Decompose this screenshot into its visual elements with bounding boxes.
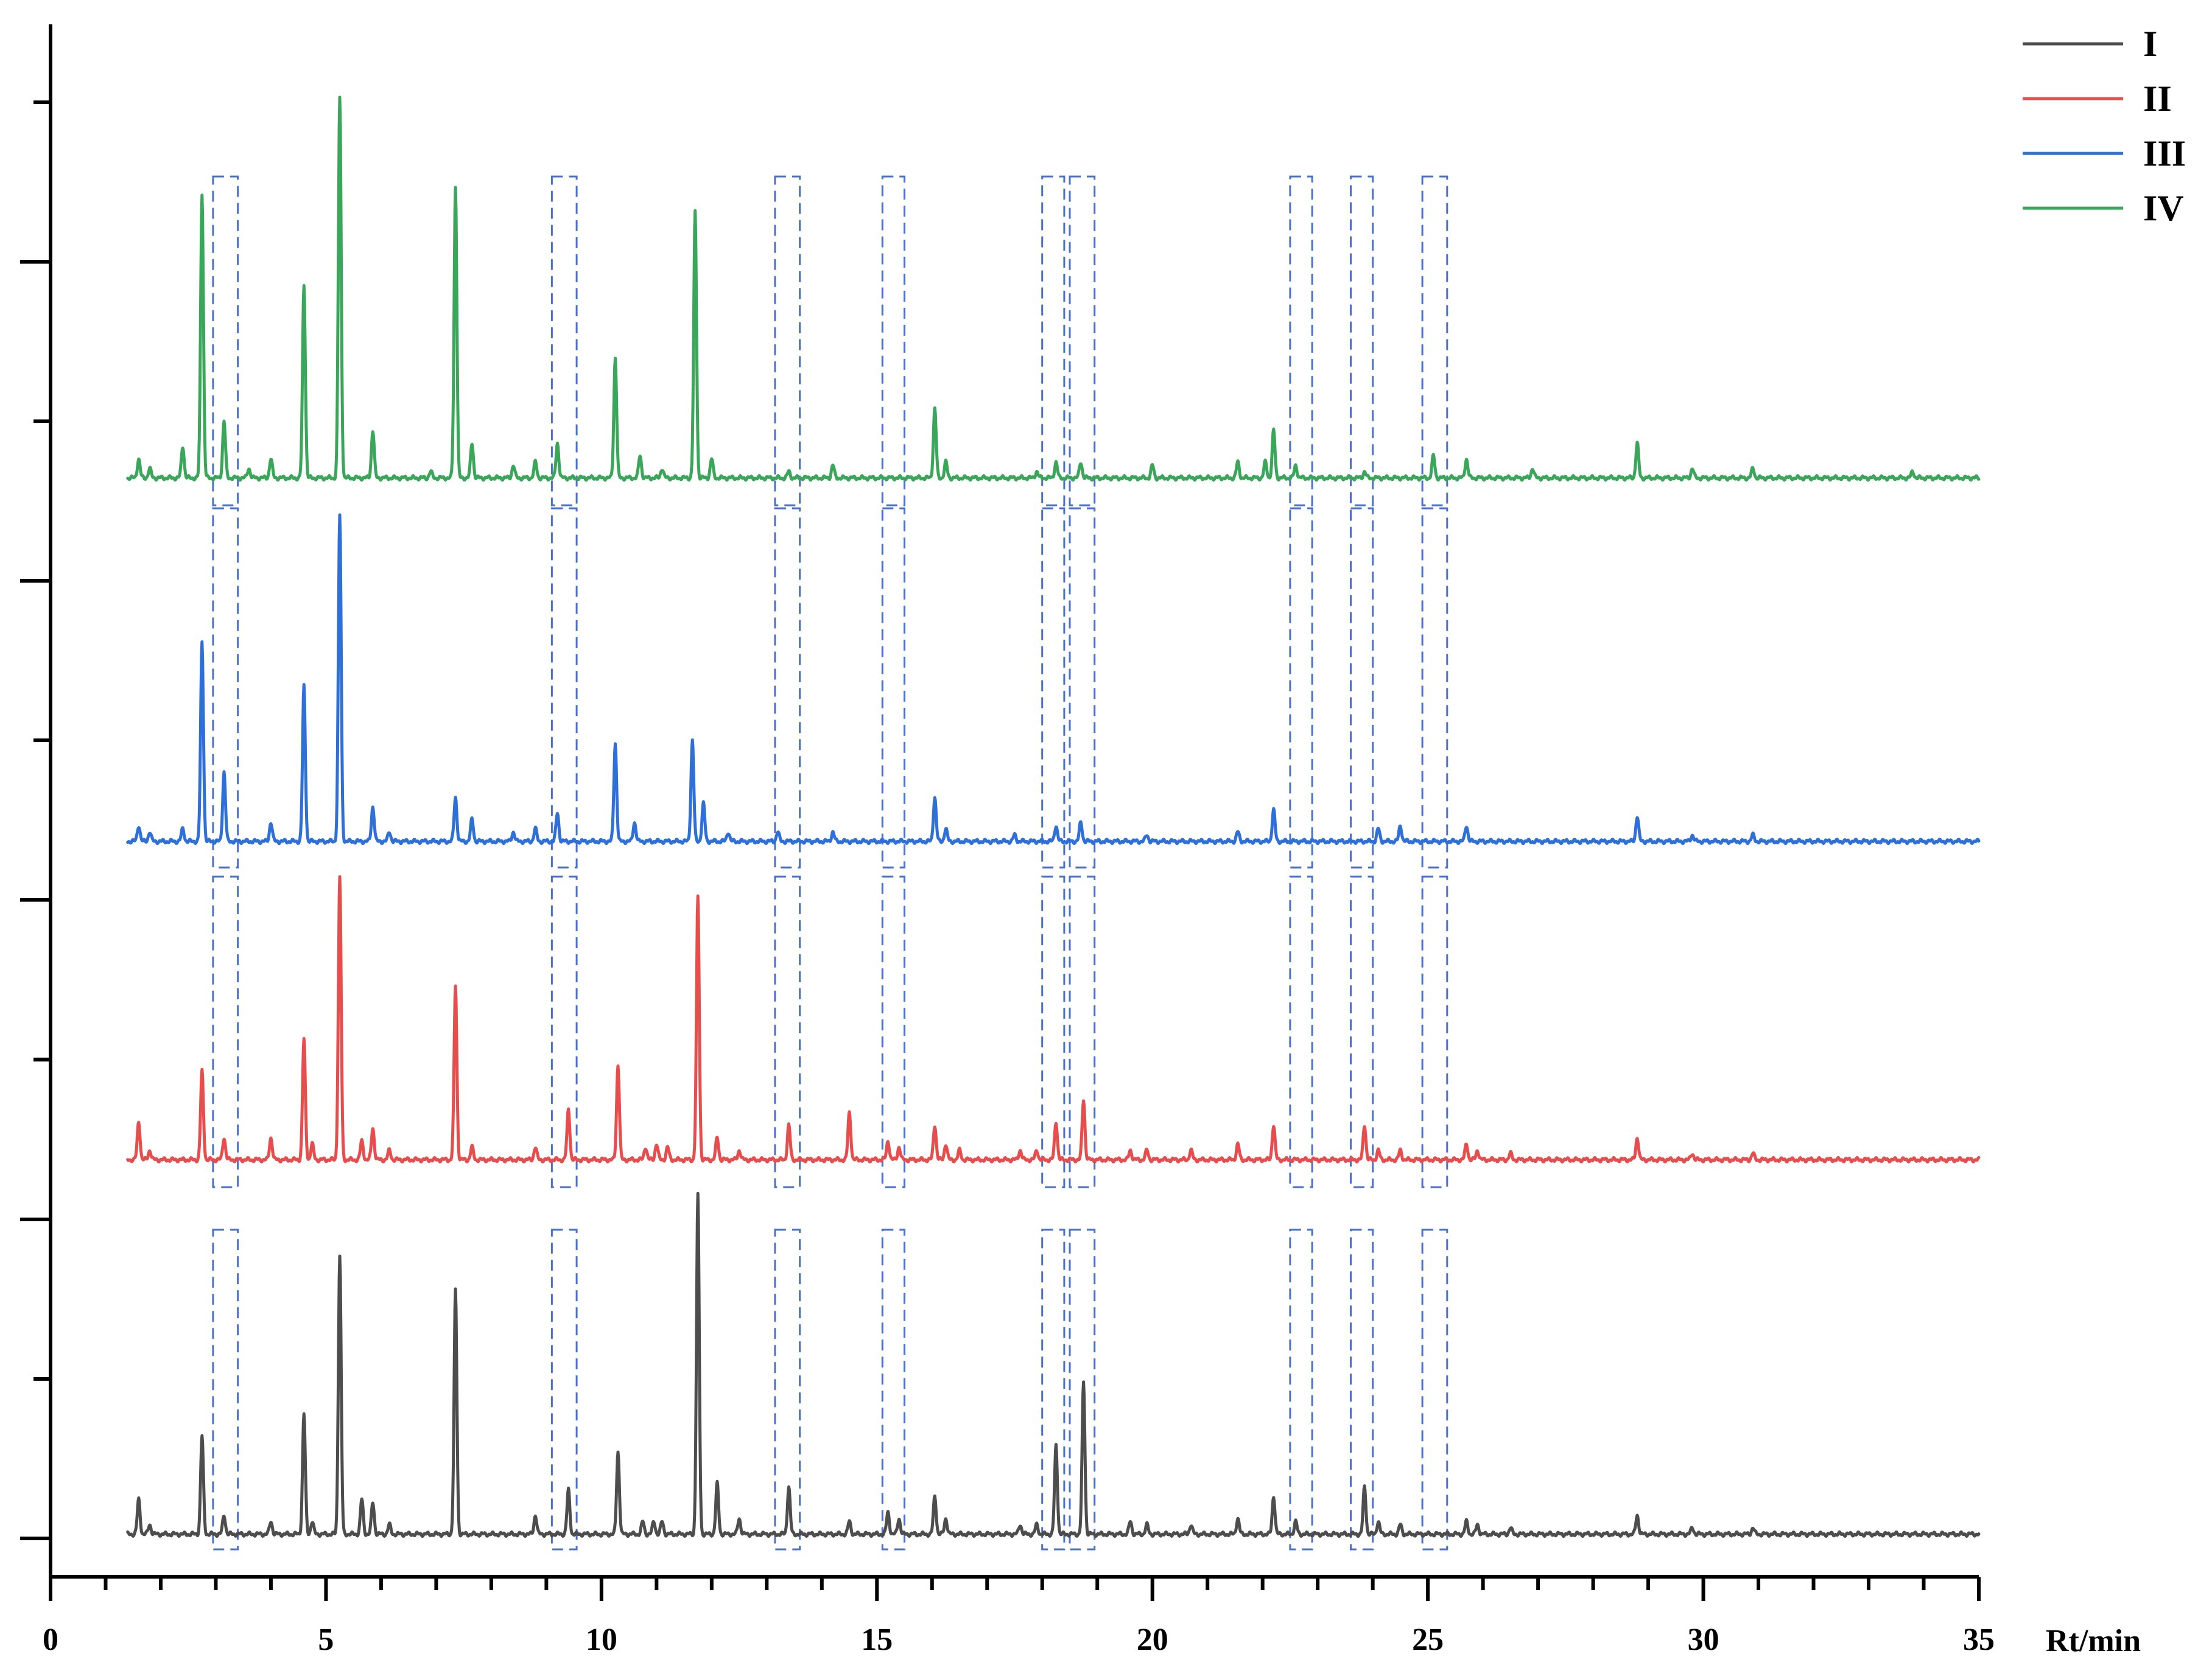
highlight-box bbox=[881, 1229, 906, 1551]
highlight-box bbox=[1350, 175, 1374, 507]
x-axis-ticks: 0 5 10 15 20 25 30 35 bbox=[43, 1577, 1995, 1657]
x-tick-label: 0 bbox=[43, 1622, 58, 1657]
x-tick-label: 35 bbox=[1963, 1622, 1995, 1657]
highlight-box bbox=[1421, 175, 1448, 507]
trace-IV bbox=[126, 96, 1981, 482]
highlight-box bbox=[1289, 507, 1313, 869]
highlight-box bbox=[550, 175, 578, 507]
highlight-box bbox=[1041, 875, 1066, 1188]
highlight-box bbox=[1069, 507, 1096, 869]
x-tick-label: 5 bbox=[318, 1622, 334, 1657]
legend-label-III: III bbox=[2143, 133, 2186, 174]
highlight-box bbox=[1289, 1229, 1313, 1551]
highlight-box bbox=[1421, 875, 1448, 1188]
highlight-box bbox=[774, 875, 801, 1188]
trace-III bbox=[126, 513, 1981, 846]
highlight-box bbox=[1041, 175, 1066, 507]
highlight-box bbox=[550, 1229, 578, 1551]
highlight-box bbox=[1289, 875, 1313, 1188]
highlight-box bbox=[1350, 875, 1374, 1188]
x-tick-label: 20 bbox=[1137, 1622, 1168, 1657]
highlight-box bbox=[1421, 507, 1448, 869]
highlight-box bbox=[881, 875, 906, 1188]
legend-label-II: II bbox=[2143, 79, 2172, 119]
highlight-box bbox=[1069, 1229, 1096, 1551]
highlight-box bbox=[550, 875, 578, 1188]
x-tick-label: 15 bbox=[861, 1622, 893, 1657]
highlight-box bbox=[1041, 507, 1066, 869]
x-tick-label: 25 bbox=[1412, 1622, 1444, 1657]
highlight-box bbox=[212, 507, 239, 869]
highlight-boxes bbox=[212, 175, 1448, 1551]
axes bbox=[49, 24, 1979, 1579]
trace-I bbox=[126, 1191, 1981, 1538]
highlight-box bbox=[1350, 507, 1374, 869]
y-axis-ticks bbox=[20, 100, 51, 1540]
highlight-box bbox=[881, 175, 906, 507]
highlight-box bbox=[212, 175, 239, 507]
highlight-box bbox=[212, 1229, 239, 1551]
highlight-box bbox=[212, 875, 239, 1188]
highlight-box bbox=[881, 507, 906, 869]
legend-label-I: I bbox=[2143, 24, 2157, 64]
highlight-box bbox=[774, 175, 801, 507]
trace-II bbox=[126, 875, 1981, 1164]
x-tick-label: 10 bbox=[586, 1622, 617, 1657]
chromatogram-traces bbox=[126, 96, 1981, 1538]
highlight-box bbox=[1069, 175, 1096, 507]
x-tick-label: 30 bbox=[1688, 1622, 1719, 1657]
highlight-box bbox=[550, 507, 578, 869]
highlight-box bbox=[1289, 175, 1313, 507]
highlight-box bbox=[774, 1229, 801, 1551]
highlight-box bbox=[1421, 1229, 1448, 1551]
legend-label-IV: IV bbox=[2143, 188, 2184, 228]
highlight-box bbox=[1069, 875, 1096, 1188]
x-axis-title: Rt/min bbox=[2046, 1624, 2141, 1658]
highlight-box bbox=[774, 507, 801, 869]
